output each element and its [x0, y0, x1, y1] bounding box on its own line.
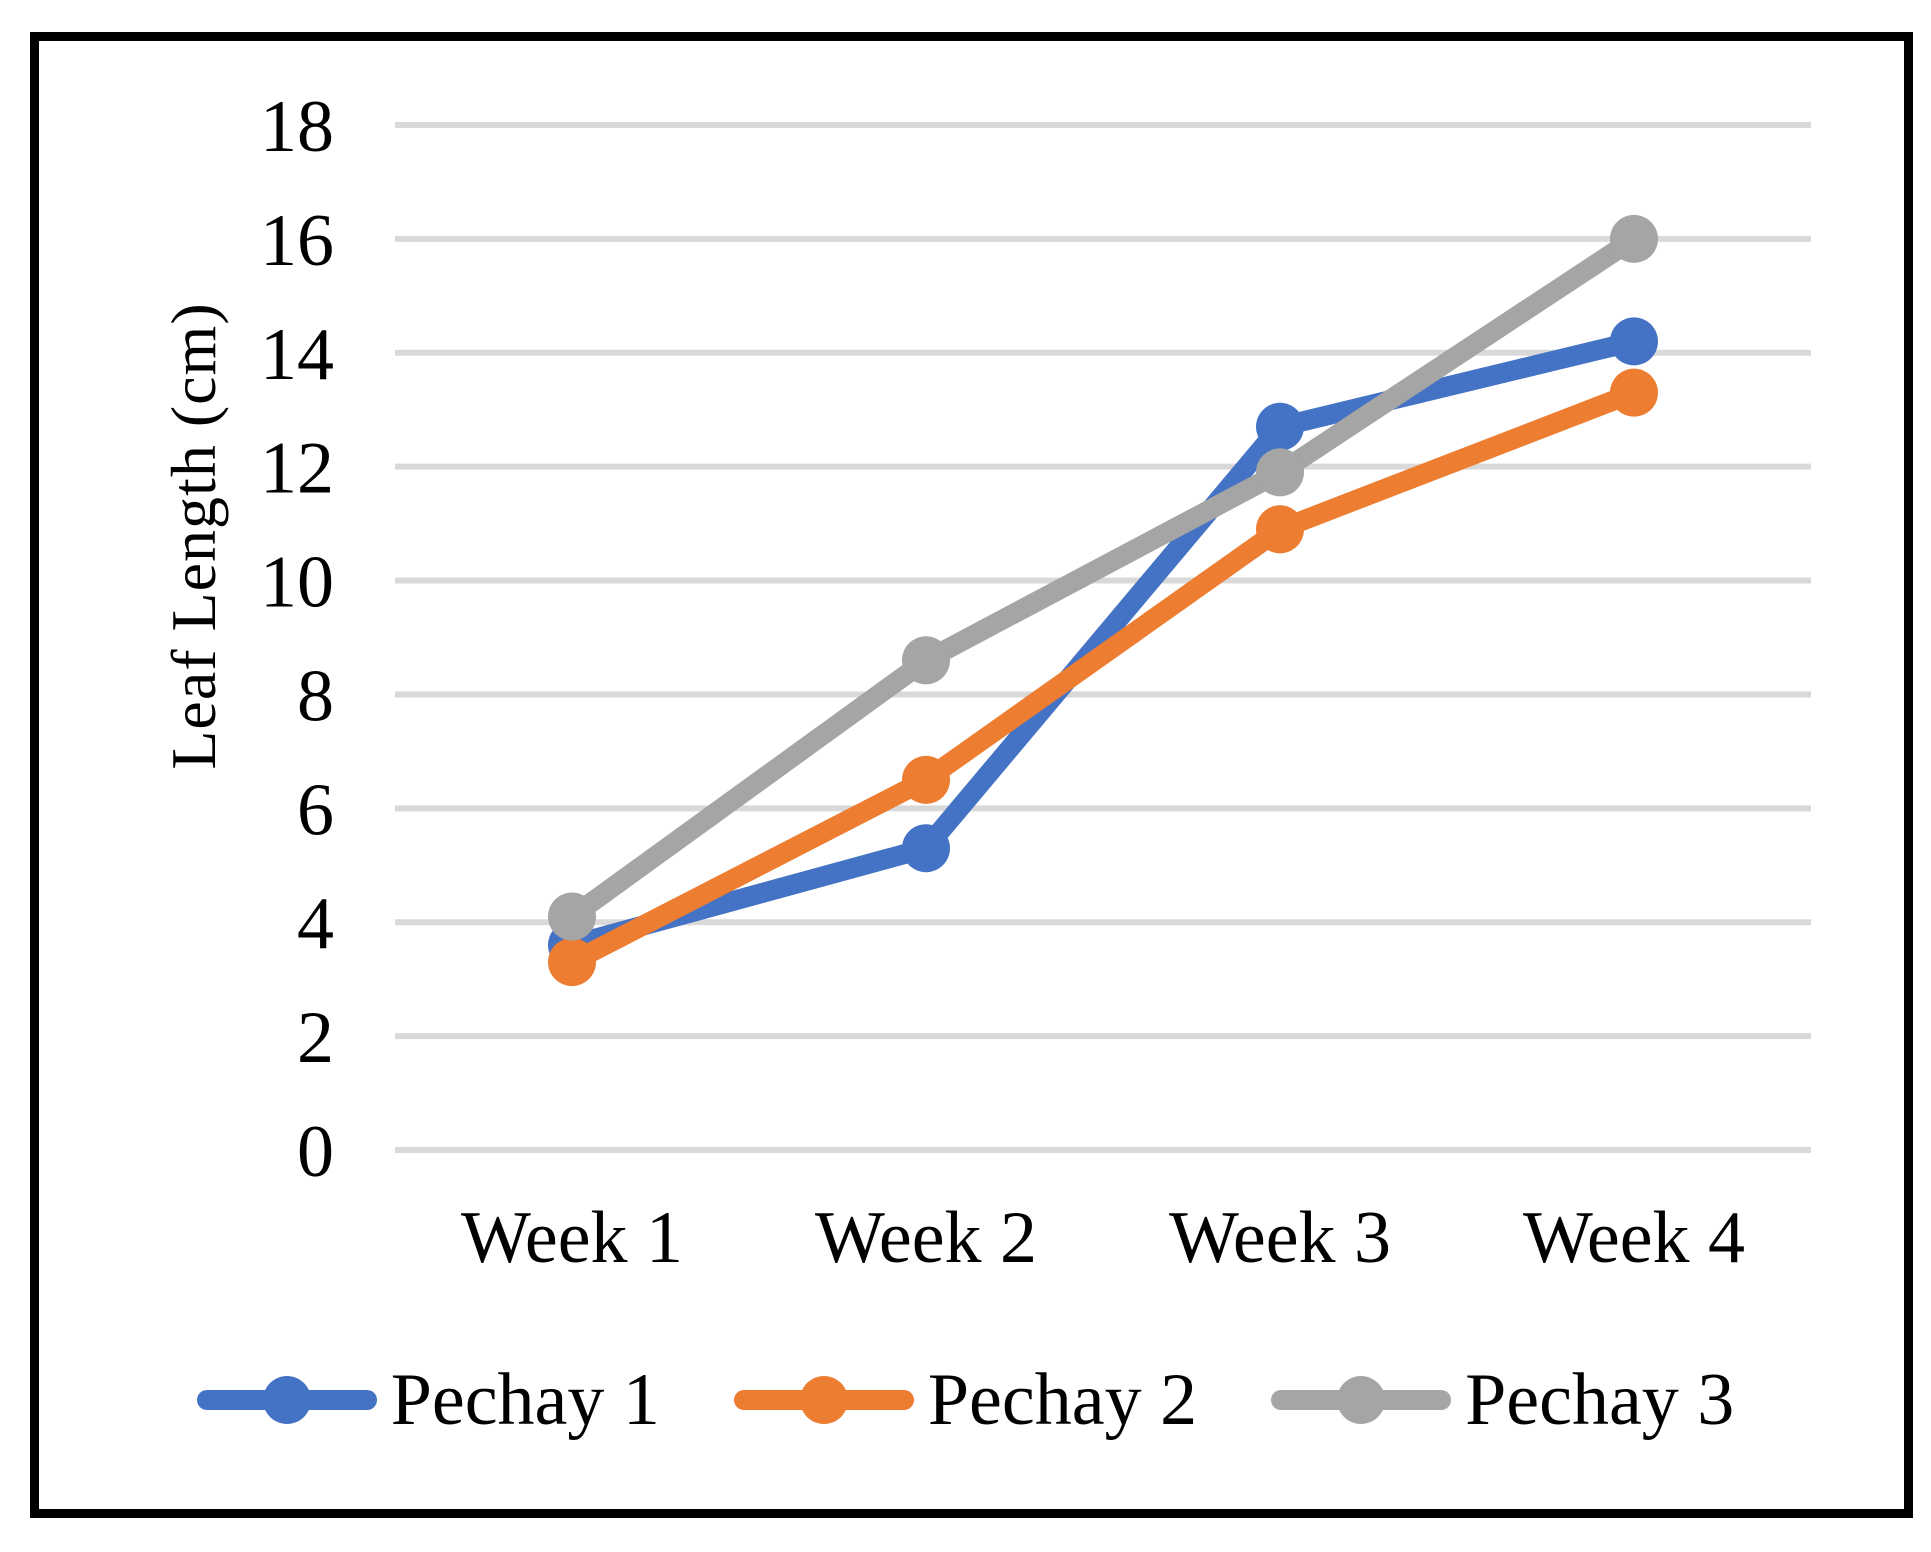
data-point-pechay-3-week-3: [1256, 448, 1304, 497]
y-tick-label-16: 16: [260, 200, 334, 282]
data-point-pechay-1-week-3: [1256, 402, 1304, 451]
x-category-label-week-2: Week 2: [815, 1197, 1037, 1279]
legend-label-pechay-1: Pechay 1: [390, 1359, 660, 1441]
x-category-label-week-4: Week 4: [1523, 1197, 1745, 1279]
data-point-pechay-2-week-2: [902, 755, 950, 804]
axis-labels-group: 0 2 4 6 8 10 12 14 16 18 Week 1 Week 2 Week 3 Week 4: [260, 86, 1745, 1279]
x-category-label-week-3: Week 3: [1169, 1197, 1391, 1279]
series-line-pechay-2: [562, 382, 1644, 973]
data-point-pechay-3-week-1: [548, 892, 596, 941]
legend: Pechay 1 Pechay 2 Pechay 3: [0, 1352, 1931, 1448]
y-tick-label-10: 10: [260, 542, 334, 624]
series-line-pechay-1: [562, 331, 1644, 955]
data-point-pechay-2-week-1: [548, 938, 596, 987]
y-tick-label-4: 4: [297, 883, 334, 965]
data-point-pechay-1-week-4: [1610, 317, 1658, 366]
series-lines-group: [548, 214, 1658, 987]
legend-item-pechay-3: Pechay 3: [1271, 1352, 1734, 1448]
legend-line-dot-marker: [196, 1376, 377, 1424]
legend-line-dot-marker: [1271, 1376, 1452, 1424]
data-point-pechay-2-week-3: [1256, 505, 1304, 554]
y-tick-label-8: 8: [297, 655, 334, 737]
y-axis-title: Leaf Length (cm): [158, 302, 229, 770]
data-point-pechay-1-week-2: [902, 824, 950, 873]
legend-line-dot-marker: [733, 1376, 914, 1424]
y-tick-label-2: 2: [297, 997, 334, 1079]
data-point-pechay-3-week-4: [1610, 214, 1658, 263]
series-line-pechay-3: [562, 228, 1644, 927]
legend-label-pechay-2: Pechay 2: [927, 1359, 1198, 1441]
x-category-label-week-1: Week 1: [461, 1197, 683, 1279]
y-tick-label-6: 6: [297, 769, 334, 851]
legend-marker-dot: [262, 1376, 311, 1424]
data-point-pechay-3-week-2: [902, 636, 950, 685]
legend-label-pechay-3: Pechay 3: [1465, 1359, 1735, 1441]
legend-item-pechay-1: Pechay 1: [196, 1352, 660, 1448]
y-tick-label-0: 0: [297, 1111, 334, 1193]
legend-marker-dot: [1337, 1376, 1386, 1424]
y-tick-label-18: 18: [260, 86, 334, 168]
data-point-pechay-2-week-4: [1610, 368, 1658, 417]
y-tick-label-14: 14: [260, 314, 334, 396]
legend-item-pechay-2: Pechay 2: [733, 1352, 1198, 1448]
y-tick-label-12: 12: [260, 428, 334, 510]
legend-marker-dot: [799, 1376, 848, 1424]
